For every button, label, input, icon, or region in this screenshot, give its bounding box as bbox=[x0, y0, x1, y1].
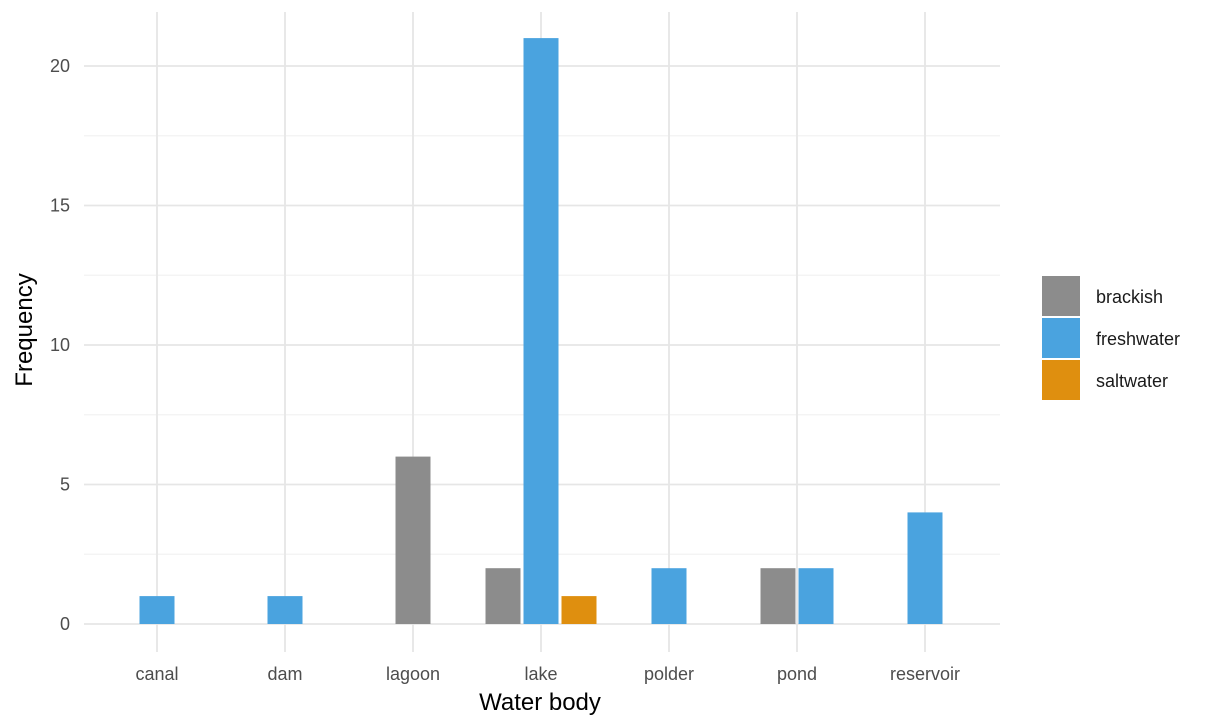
legend-key-saltwater bbox=[1042, 360, 1080, 400]
y-tick-label: 20 bbox=[50, 56, 70, 76]
bar-lake-brackish bbox=[485, 568, 521, 624]
x-tick-label: polder bbox=[644, 664, 694, 684]
x-axis-title: Water body bbox=[479, 689, 601, 716]
legend-label-saltwater: saltwater bbox=[1096, 371, 1168, 391]
legend-label-freshwater: freshwater bbox=[1096, 329, 1180, 349]
legend: brackish freshwater saltwater bbox=[1042, 276, 1180, 400]
bar-pond-freshwater bbox=[798, 568, 834, 624]
y-tick-labels: 0 5 10 15 20 bbox=[50, 56, 70, 634]
x-tick-label: reservoir bbox=[890, 664, 960, 684]
y-tick-label: 10 bbox=[50, 335, 70, 355]
x-tick-label: canal bbox=[135, 664, 178, 684]
y-axis-title: Frequency bbox=[11, 273, 38, 386]
x-tick-label: pond bbox=[777, 664, 817, 684]
bars bbox=[139, 38, 943, 625]
y-tick-label: 5 bbox=[60, 475, 70, 495]
bar-dam-freshwater bbox=[267, 596, 303, 624]
bar-polder-freshwater bbox=[651, 568, 687, 624]
bar-canal-freshwater bbox=[139, 596, 175, 624]
bar-lake-saltwater bbox=[561, 596, 597, 624]
bar-lagoon-brackish bbox=[395, 456, 431, 624]
legend-key-freshwater bbox=[1042, 318, 1080, 358]
y-tick-label: 0 bbox=[60, 614, 70, 634]
bar-lake-freshwater bbox=[523, 38, 559, 625]
y-tick-label: 15 bbox=[50, 196, 70, 216]
x-tick-label: lake bbox=[524, 664, 557, 684]
bar-reservoir-freshwater bbox=[907, 512, 943, 624]
x-tick-label: lagoon bbox=[386, 664, 440, 684]
bar-pond-brackish bbox=[760, 568, 796, 624]
x-tick-label: dam bbox=[267, 664, 302, 684]
legend-label-brackish: brackish bbox=[1096, 287, 1163, 307]
legend-key-brackish bbox=[1042, 276, 1080, 316]
x-tick-labels: canal dam lagoon lake polder pond reservoir bbox=[135, 664, 960, 684]
